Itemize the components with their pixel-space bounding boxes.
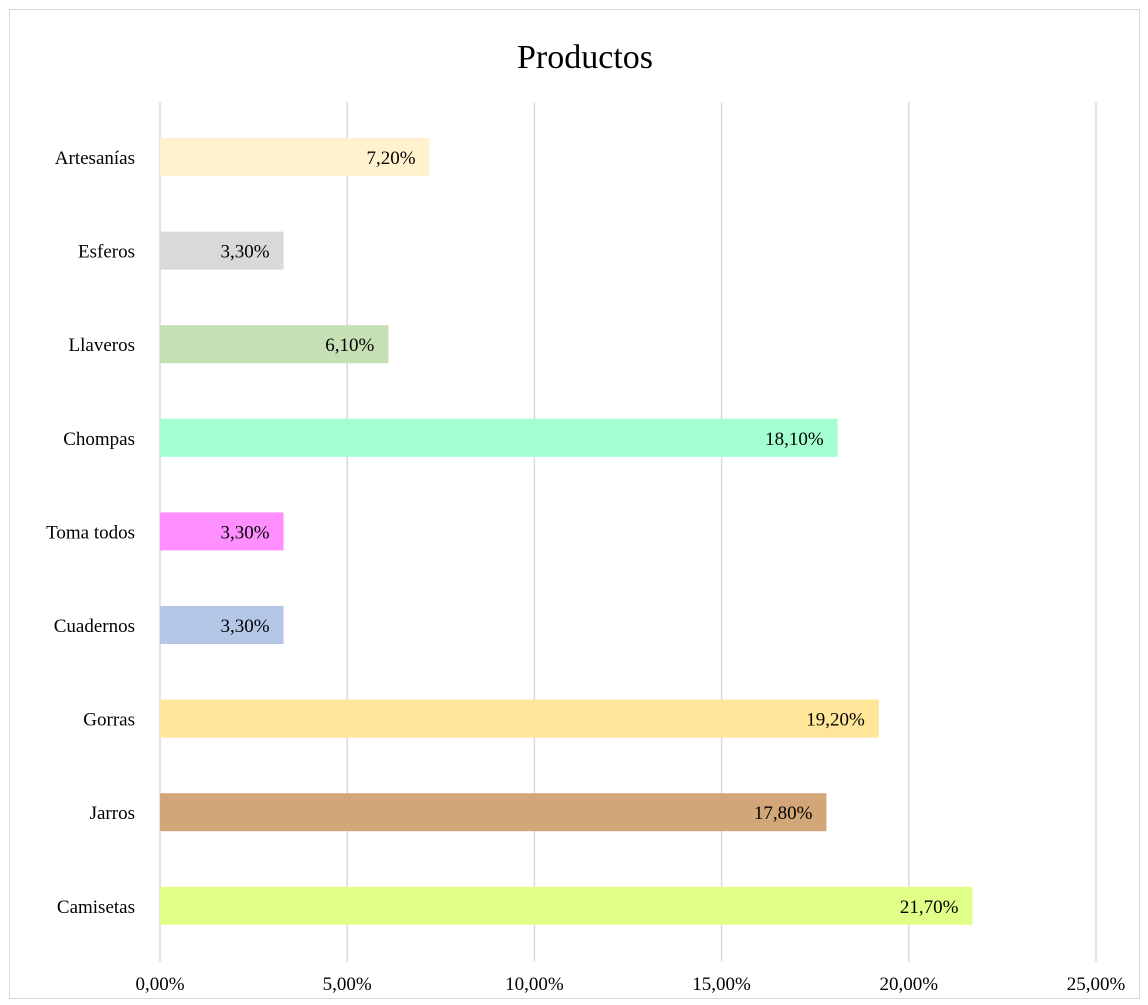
category-label: Cuadernos xyxy=(54,616,135,637)
chart-title: Productos xyxy=(517,39,653,76)
data-label: 21,70% xyxy=(900,897,959,918)
category-label: Artesanías xyxy=(55,148,135,169)
data-label: 3,30% xyxy=(220,616,269,637)
data-label: 19,20% xyxy=(806,710,865,731)
category-label: Camisetas xyxy=(57,897,135,918)
bar xyxy=(160,793,827,832)
data-label: 7,20% xyxy=(366,148,415,169)
data-label: 17,80% xyxy=(754,803,813,824)
bar xyxy=(160,138,430,176)
bar xyxy=(160,886,973,925)
x-tick-label: 5,00% xyxy=(323,974,372,995)
x-tick-label: 15,00% xyxy=(692,974,751,995)
category-label: Esferos xyxy=(78,242,135,263)
bar xyxy=(160,418,838,457)
category-label: Chompas xyxy=(63,429,135,450)
x-tick-label: 0,00% xyxy=(135,974,184,995)
data-label: 3,30% xyxy=(220,242,269,263)
data-label: 6,10% xyxy=(325,335,374,356)
category-label: Toma todos xyxy=(46,522,135,543)
category-label: Llaveros xyxy=(69,335,135,356)
bar xyxy=(160,512,284,551)
category-label: Gorras xyxy=(83,710,135,731)
bars xyxy=(160,138,973,925)
bar xyxy=(160,699,879,738)
category-label: Jarros xyxy=(90,803,135,824)
category-labels: Artesanías Esferos Llaveros Chompas Toma tod… xyxy=(46,148,135,918)
data-labels: 7,20% 3,30% 6,10% 18,10% 3,30% 3,30% 19,20% 17,… xyxy=(220,148,958,918)
x-tick-label: 10,00% xyxy=(505,974,564,995)
data-label: 3,30% xyxy=(220,522,269,543)
bar xyxy=(160,606,284,644)
x-tick-label: 20,00% xyxy=(880,974,939,995)
gridlines xyxy=(159,102,1097,962)
x-tick-labels: 0,00% 5,00% 10,00% 15,00% 20,00% 25,00% xyxy=(135,974,1125,995)
data-label: 18,10% xyxy=(765,429,824,450)
bar xyxy=(160,325,389,364)
x-tick-label: 25,00% xyxy=(1067,974,1126,995)
bar xyxy=(160,231,284,270)
